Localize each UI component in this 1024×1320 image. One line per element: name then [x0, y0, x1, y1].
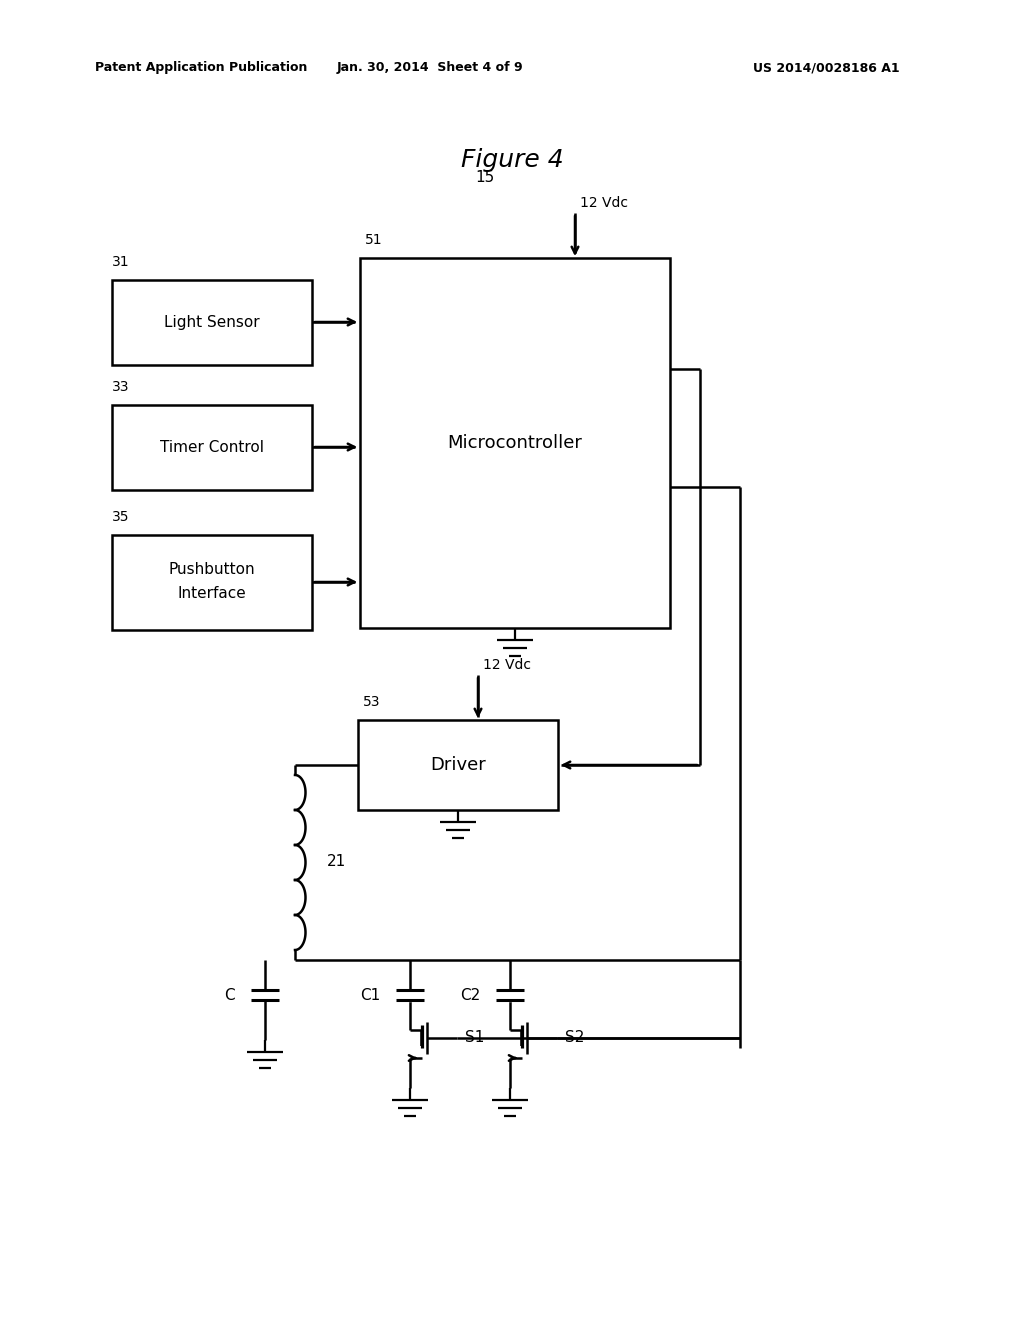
Text: C2: C2 [460, 987, 480, 1002]
Text: Timer Control: Timer Control [160, 440, 264, 454]
Text: S2: S2 [565, 1031, 585, 1045]
Text: Interface: Interface [177, 586, 247, 602]
Text: 31: 31 [112, 255, 130, 269]
Text: 53: 53 [362, 696, 381, 709]
Text: 51: 51 [365, 234, 383, 247]
Text: Figure 4: Figure 4 [461, 148, 563, 172]
Bar [112, 405, 312, 490]
Text: 35: 35 [112, 510, 129, 524]
Text: US 2014/0028186 A1: US 2014/0028186 A1 [754, 62, 900, 74]
Text: 12 Vdc: 12 Vdc [483, 657, 531, 672]
Text: S1: S1 [465, 1031, 484, 1045]
Bar [112, 535, 312, 630]
Bar [358, 719, 558, 810]
Text: Patent Application Publication: Patent Application Publication [95, 62, 307, 74]
Text: C1: C1 [359, 987, 380, 1002]
Text: Driver: Driver [430, 756, 485, 774]
Text: Jan. 30, 2014  Sheet 4 of 9: Jan. 30, 2014 Sheet 4 of 9 [337, 62, 523, 74]
Text: Pushbutton: Pushbutton [169, 562, 255, 578]
Text: 21: 21 [327, 854, 346, 870]
Text: Microcontroller: Microcontroller [447, 434, 583, 451]
Text: 33: 33 [112, 380, 129, 393]
Text: 12 Vdc: 12 Vdc [580, 195, 628, 210]
Text: Light Sensor: Light Sensor [164, 314, 260, 330]
Bar [112, 280, 312, 366]
Text: 15: 15 [475, 170, 495, 186]
Bar [360, 257, 670, 628]
Text: C: C [224, 987, 234, 1002]
